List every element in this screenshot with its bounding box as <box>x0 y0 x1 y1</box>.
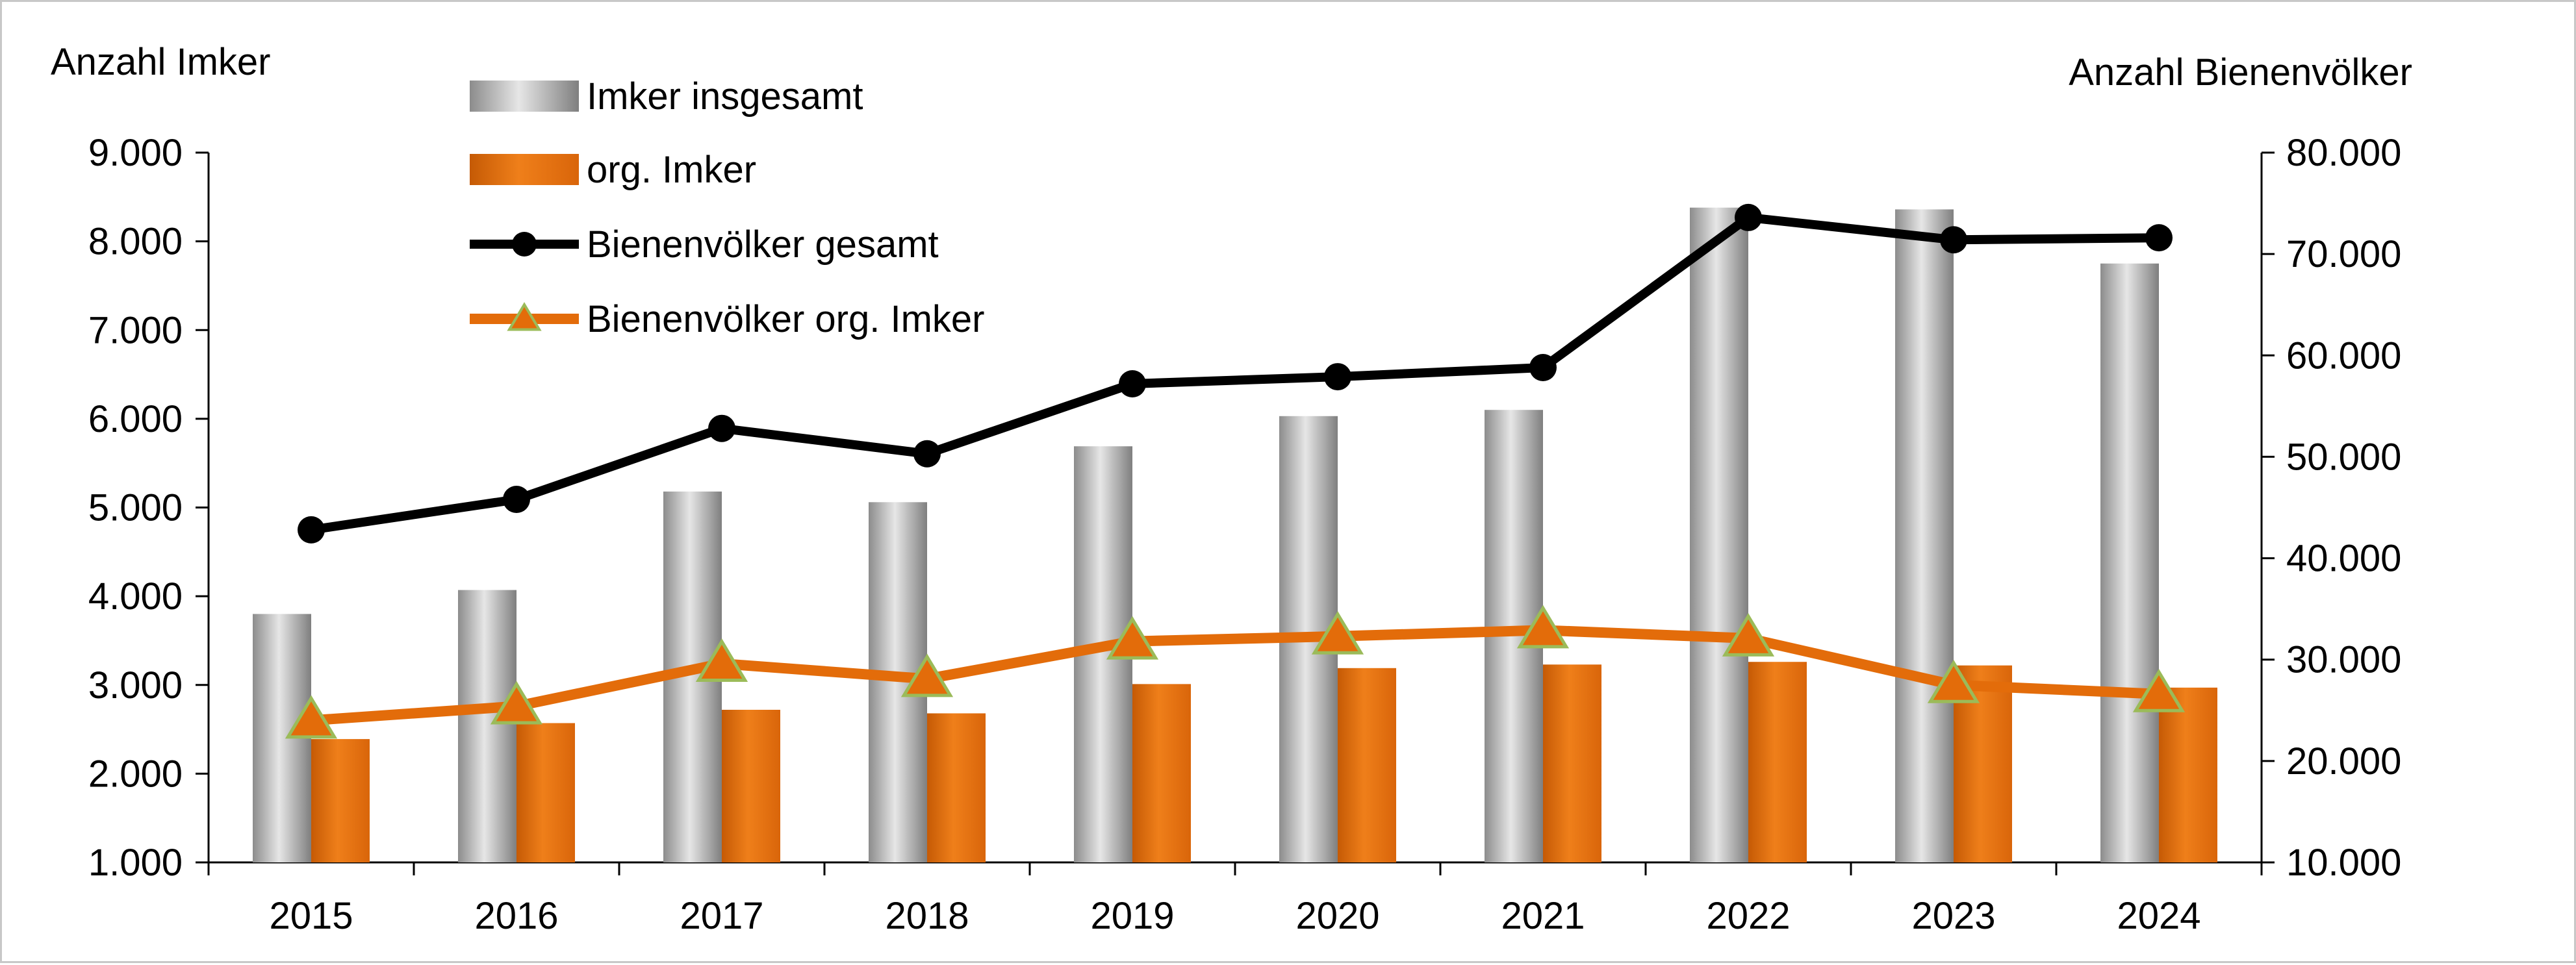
bar-org-imker <box>722 710 780 862</box>
point-bienenvoelker-gesamt <box>2145 224 2173 252</box>
y-left-tick-label: 3.000 <box>88 664 183 707</box>
y-right-tick-label: 60.000 <box>2286 334 2401 377</box>
point-bienenvoelker-gesamt <box>503 486 530 514</box>
x-tick-label: 2019 <box>1090 895 1174 937</box>
legend-label: org. Imker <box>587 149 756 191</box>
legend-swatch-gray <box>470 81 579 112</box>
y-left-tick-label: 6.000 <box>88 398 183 440</box>
line-bienenvoelker-org-imker <box>311 625 2160 726</box>
x-tick-label: 2022 <box>1706 895 1790 937</box>
point-bienenvoelker-gesamt <box>298 516 325 544</box>
y-left-tick-label: 9.000 <box>88 132 183 174</box>
point-bienenvoelker-org-imker <box>900 653 954 697</box>
y-left-tick-label: 7.000 <box>88 309 183 351</box>
y-left-tick-label: 8.000 <box>88 221 183 263</box>
legend-marker-triangle <box>507 302 542 331</box>
y-axis-left-title: Anzahl Imker <box>51 41 270 83</box>
legend-item-bienenvoelker-gesamt: Bienenvölker gesamt <box>470 223 939 266</box>
legend-label: Bienenvölker org. Imker <box>587 298 984 340</box>
point-bienenvoelker-gesamt <box>1529 354 1557 382</box>
x-tick-label: 2020 <box>1295 895 1379 937</box>
x-tick-label: 2024 <box>2117 895 2200 937</box>
point-bienenvoelker-org-imker <box>695 638 748 682</box>
legend-marker-circle <box>512 232 537 257</box>
bar-org-imker <box>2159 687 2217 862</box>
legend-item-org-imker: org. Imker <box>470 149 756 191</box>
bar-org-imker <box>1748 662 1807 862</box>
y-right-tick-label: 10.000 <box>2286 842 2401 884</box>
y-right-tick-label: 40.000 <box>2286 538 2401 580</box>
y-right-tick-label: 20.000 <box>2286 740 2401 783</box>
y-right-tick-label: 80.000 <box>2286 132 2401 174</box>
bar-org-imker <box>516 723 575 862</box>
point-bienenvoelker-gesamt <box>1119 370 1146 398</box>
legend-swatch-orange <box>470 154 579 185</box>
legend-item-imker-insgesamt: Imker insgesamt <box>470 75 863 118</box>
x-tick-label: 2021 <box>1501 895 1585 937</box>
y-left-tick-label: 2.000 <box>88 753 183 795</box>
bar-org-imker <box>1338 668 1396 862</box>
x-tick-label: 2016 <box>474 895 558 937</box>
line-bienenvoelker-gesamt <box>310 212 2160 534</box>
y-left-tick-label: 4.000 <box>88 575 183 618</box>
bar-org-imker <box>927 713 986 862</box>
bar-imker-insgesamt <box>2100 263 2159 862</box>
point-bienenvoelker-org-imker <box>1106 616 1159 660</box>
y-axis-right-title: Anzahl Bienenvölker <box>2069 51 2412 94</box>
point-bienenvoelker-org-imker <box>1516 605 1570 649</box>
y-right-tick-label: 30.000 <box>2286 639 2401 681</box>
legend-item-bienenvoelker-org-imker: Bienenvölker org. Imker <box>470 298 984 340</box>
point-bienenvoelker-org-imker <box>1927 659 1980 703</box>
bar-org-imker <box>1543 664 1601 862</box>
point-bienenvoelker-gesamt <box>708 414 735 442</box>
point-bienenvoelker-gesamt <box>1940 226 1967 254</box>
x-tick-label: 2017 <box>680 895 763 937</box>
x-tick-label: 2023 <box>1911 895 1995 937</box>
x-tick-label: 2018 <box>885 895 969 937</box>
legend-label: Bienenvölker gesamt <box>587 223 939 266</box>
y-right-tick-label: 50.000 <box>2286 436 2401 478</box>
bar-imker-insgesamt <box>1690 207 1748 862</box>
point-bienenvoelker-gesamt <box>1735 203 1762 231</box>
bar-imker-insgesamt <box>1895 209 1954 862</box>
y-left-tick-label: 1.000 <box>88 842 183 884</box>
bar-imker-insgesamt <box>458 590 516 862</box>
point-bienenvoelker-gesamt <box>1324 363 1351 391</box>
bar-org-imker <box>1132 684 1191 862</box>
point-bienenvoelker-org-imker <box>490 681 543 725</box>
point-bienenvoelker-org-imker <box>2132 668 2186 712</box>
point-bienenvoelker-org-imker <box>1722 613 1775 657</box>
y-right-tick-label: 70.000 <box>2286 233 2401 275</box>
legend-label: Imker insgesamt <box>587 75 863 118</box>
point-bienenvoelker-gesamt <box>913 440 941 468</box>
x-tick-label: 2015 <box>269 895 353 937</box>
bar-org-imker <box>311 739 370 862</box>
point-bienenvoelker-org-imker <box>285 695 338 739</box>
y-left-tick-label: 5.000 <box>88 487 183 529</box>
point-bienenvoelker-org-imker <box>1311 610 1364 655</box>
